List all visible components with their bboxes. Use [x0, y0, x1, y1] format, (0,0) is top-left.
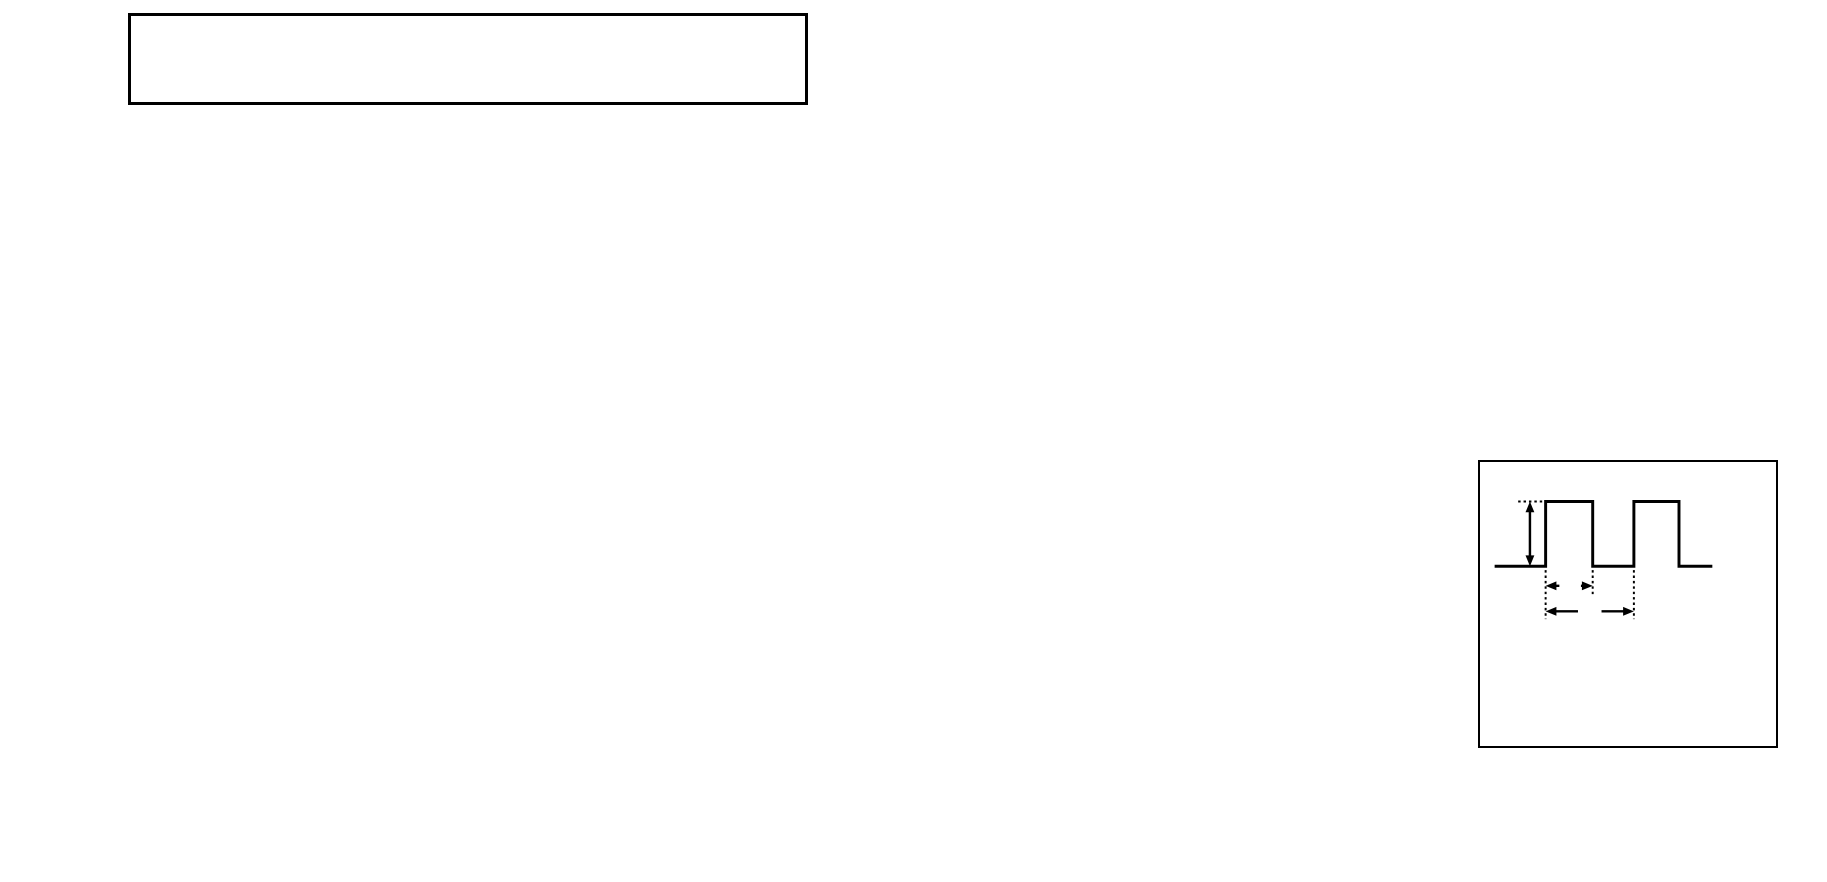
t2-arrow-right-head — [1623, 606, 1634, 616]
t1-arrow-right-head — [1581, 581, 1593, 591]
t1-label-backing — [1559, 574, 1581, 598]
p-arrow-up-head — [1525, 501, 1535, 513]
p-arrow-down-head — [1525, 555, 1535, 567]
t1-dotted-lines — [1544, 570, 1594, 620]
t1-arrow-left-head — [1545, 581, 1557, 591]
duty-cycle-waveform — [1494, 500, 1713, 626]
legend — [128, 13, 808, 105]
pulse-train-line — [1494, 500, 1713, 568]
t2-label-backing — [1577, 599, 1602, 626]
duty-cycle-inset — [1478, 460, 1778, 748]
t2-arrow-left-head — [1545, 606, 1557, 616]
